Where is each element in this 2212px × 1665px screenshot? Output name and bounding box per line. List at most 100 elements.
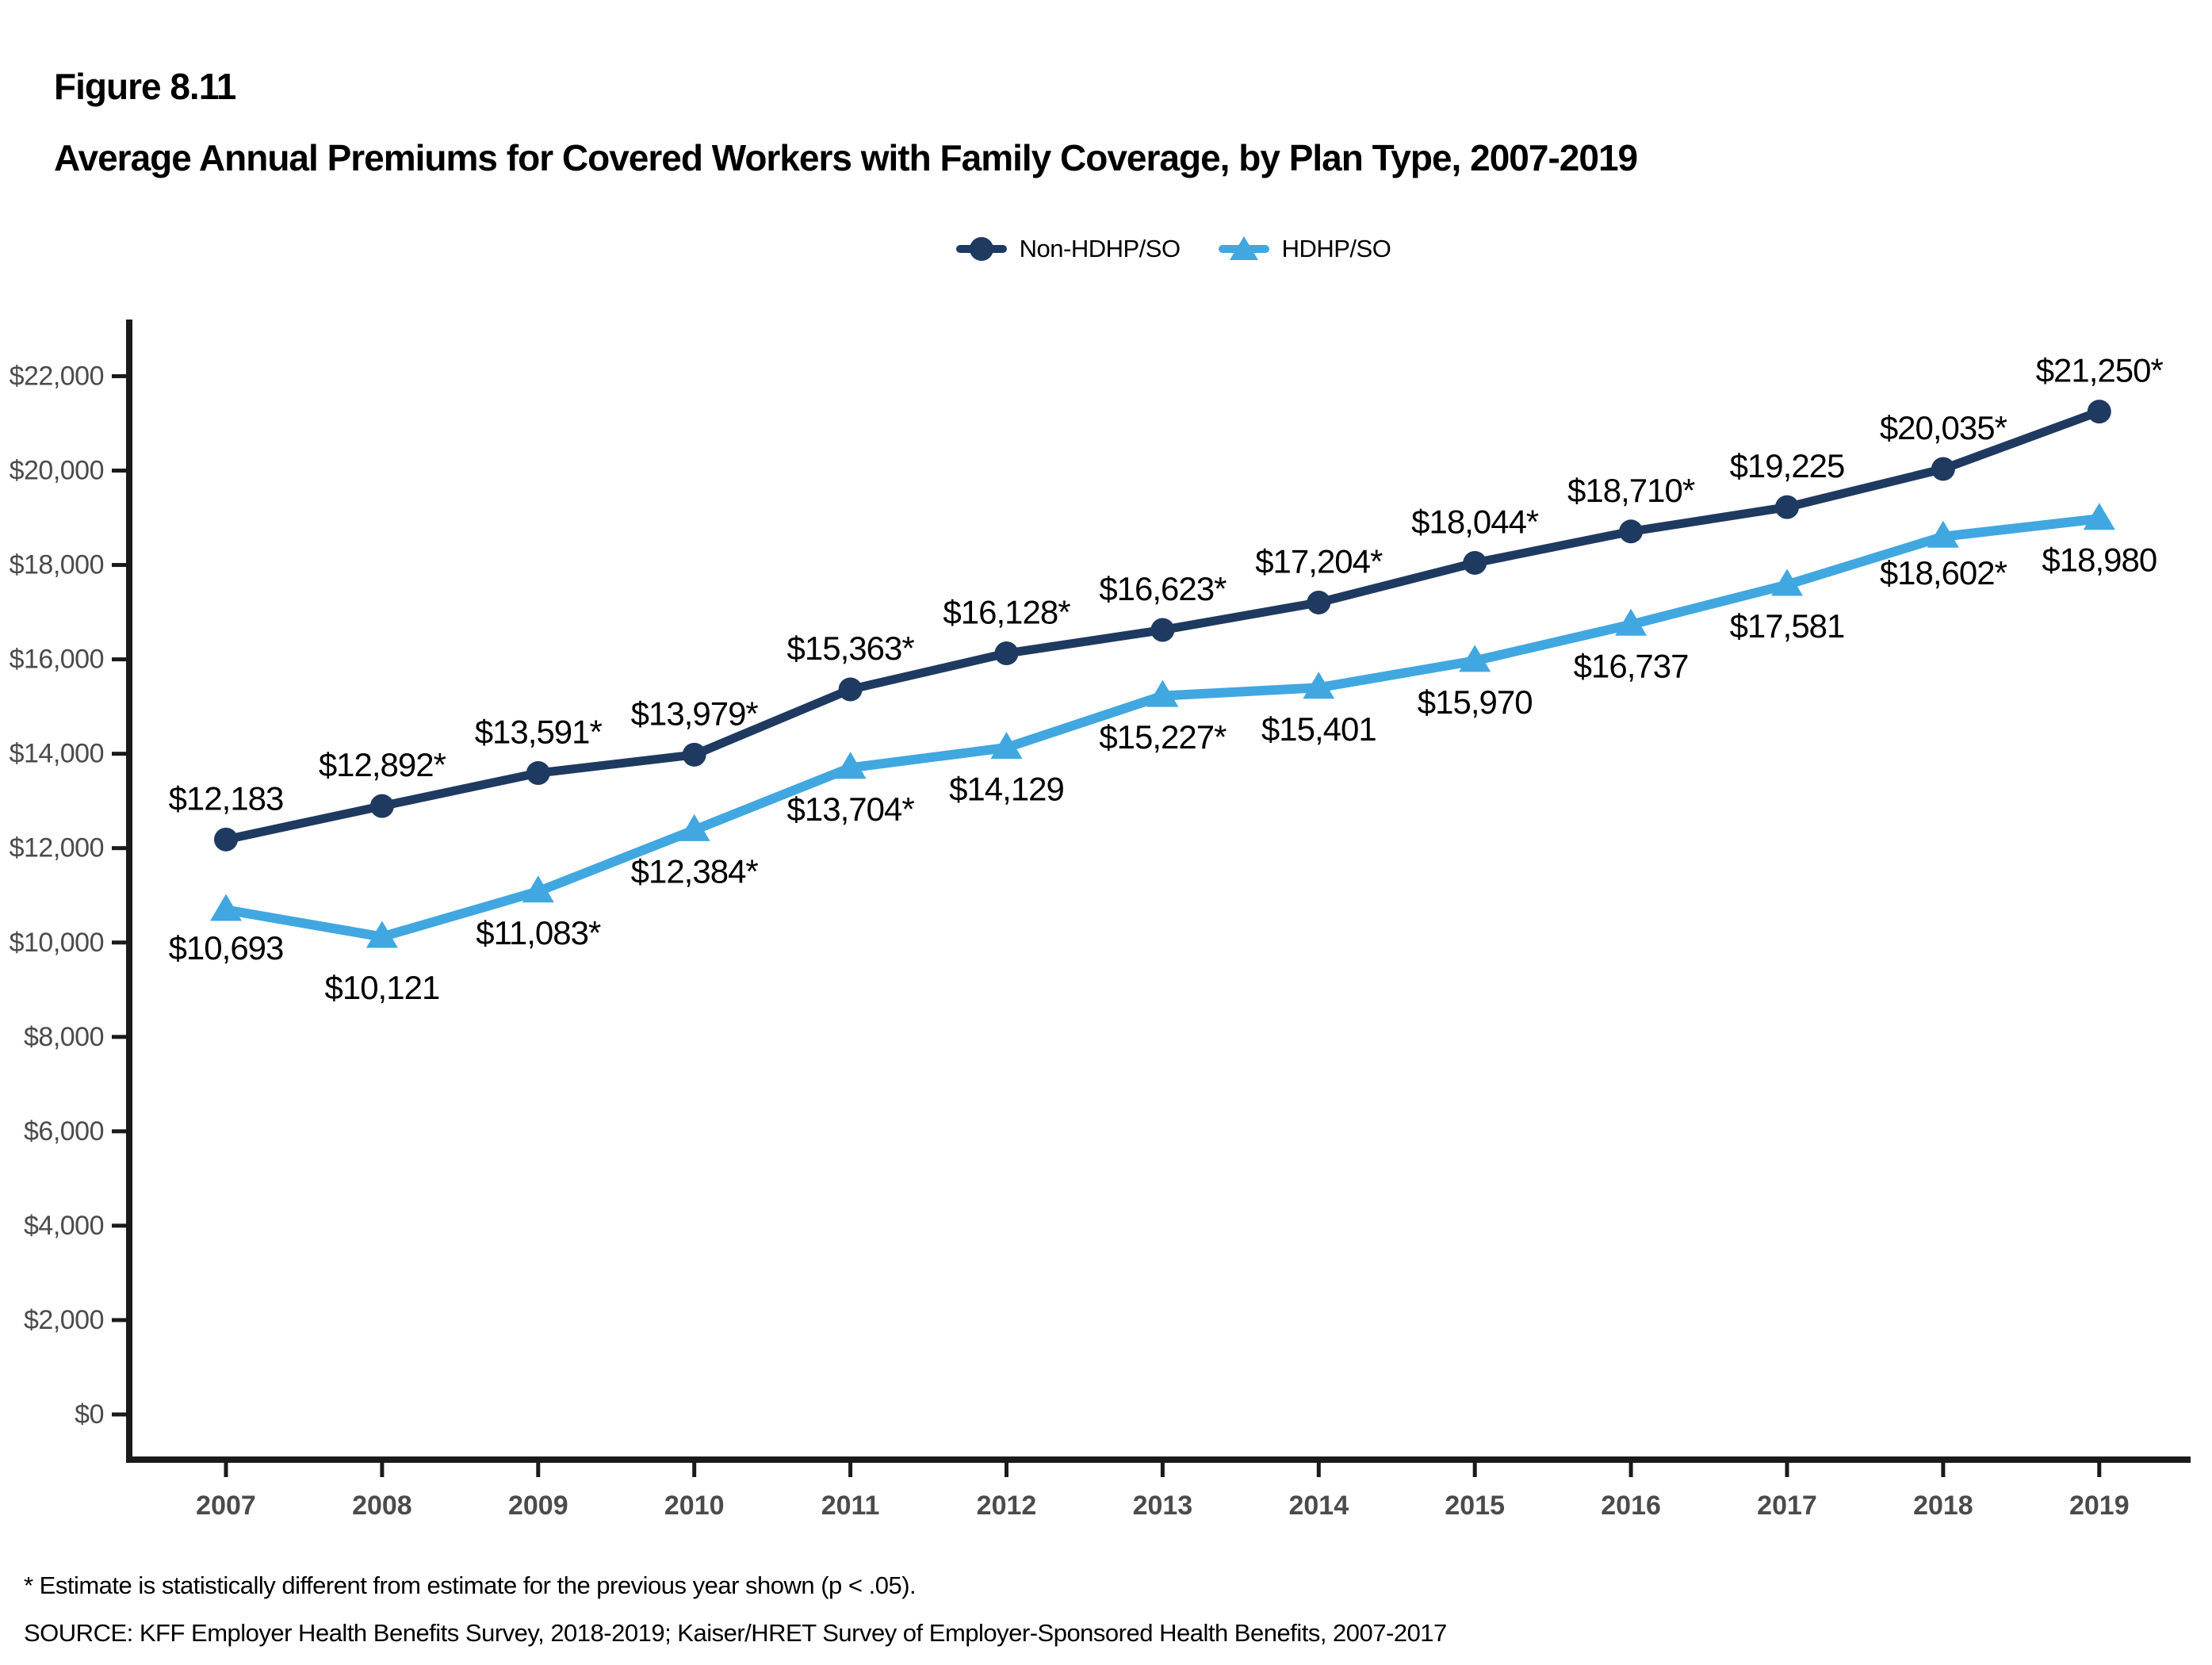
data-point-triangle <box>365 921 398 948</box>
footnote-source: SOURCE: KFF Employer Health Benefits Sur… <box>24 1619 1447 1647</box>
chart-legend: Non-HDHP/SO HDHP/SO <box>67 235 2212 263</box>
y-tick-label: $2,000 <box>24 1305 104 1335</box>
legend-label-non-hdhp: Non-HDHP/SO <box>1019 235 1181 262</box>
x-tick-mark <box>1005 1463 1008 1477</box>
data-point-label: $13,591* <box>475 714 603 751</box>
x-tick-label: 2010 <box>664 1491 725 1521</box>
x-tick-label: 2017 <box>1757 1491 1817 1521</box>
y-tick-label: $18,000 <box>10 550 104 580</box>
data-point-triangle <box>210 894 242 921</box>
x-tick-mark <box>224 1463 228 1477</box>
data-point-circle <box>838 677 863 702</box>
x-tick-mark <box>2097 1463 2102 1477</box>
data-point-circle <box>1307 590 1331 614</box>
data-point-triangle <box>1771 568 1803 596</box>
y-tick-label: $10,000 <box>10 928 104 958</box>
data-point-triangle <box>1303 672 1335 699</box>
x-tick-label: 2013 <box>1133 1491 1193 1521</box>
data-point-label: $12,183 <box>169 779 284 817</box>
y-tick-label: $12,000 <box>10 833 104 863</box>
x-tick-label: 2009 <box>508 1491 568 1521</box>
x-tick-label: 2008 <box>352 1491 412 1521</box>
y-tick-mark <box>112 1035 126 1039</box>
data-point-label: $18,710* <box>1567 472 1695 509</box>
data-point-label: $20,035* <box>1880 409 2007 446</box>
data-point-triangle <box>1146 679 1179 707</box>
y-axis-line <box>126 320 132 1463</box>
data-point-circle <box>214 827 238 852</box>
data-point-triangle <box>522 875 554 903</box>
y-tick-mark <box>112 752 126 756</box>
data-point-label: $16,623* <box>1099 570 1227 607</box>
x-tick-label: 2011 <box>821 1491 880 1521</box>
y-tick-label: $8,000 <box>24 1022 104 1052</box>
data-point-circle <box>1463 550 1487 575</box>
y-tick-mark <box>112 1412 126 1417</box>
footnote-asterisk: * Estimate is statistically different fr… <box>24 1571 917 1599</box>
x-axis-line <box>126 1456 2191 1463</box>
data-point-circle <box>1150 618 1175 642</box>
y-tick-label: $14,000 <box>10 739 104 769</box>
data-point-circle <box>1775 495 1799 519</box>
data-point-circle <box>682 742 706 767</box>
data-point-label: $16,737 <box>1574 647 1689 684</box>
legend-label-hdhp: HDHP/SO <box>1281 235 1391 262</box>
x-tick-mark <box>1316 1463 1321 1477</box>
data-point-label: $17,204* <box>1255 542 1383 580</box>
data-point-circle <box>526 761 550 786</box>
data-point-label: $18,044* <box>1411 503 1539 540</box>
x-tick-label: 2018 <box>1913 1491 1973 1521</box>
x-tick-mark <box>1628 1463 1633 1477</box>
x-tick-label: 2015 <box>1445 1491 1505 1521</box>
data-point-circle <box>1619 519 1644 544</box>
y-tick-mark <box>112 563 126 568</box>
x-tick-label: 2014 <box>1288 1491 1349 1521</box>
data-point-triangle <box>2083 503 2115 530</box>
data-point-label: $12,384* <box>631 852 759 890</box>
data-point-label: $18,602* <box>1880 554 2007 591</box>
data-point-circle <box>369 794 394 818</box>
x-tick-mark <box>1160 1463 1165 1477</box>
x-tick-label: 2019 <box>2069 1491 2130 1521</box>
legend-item-hdhp: HDHP/SO <box>1218 235 1391 263</box>
y-tick-mark <box>112 846 126 851</box>
data-point-circle <box>994 641 1019 666</box>
data-point-label: $11,083* <box>476 914 601 951</box>
data-point-triangle <box>1459 645 1491 672</box>
y-tick-label: $20,000 <box>10 456 104 486</box>
data-point-label: $10,121 <box>324 969 439 1006</box>
x-tick-label: 2016 <box>1601 1491 1661 1521</box>
legend-swatch-non-hdhp <box>955 235 1007 262</box>
x-tick-mark <box>692 1463 697 1477</box>
y-tick-label: $16,000 <box>10 645 104 675</box>
y-tick-mark <box>112 1223 126 1228</box>
data-point-label: $15,363* <box>787 630 915 667</box>
y-tick-label: $4,000 <box>24 1211 104 1241</box>
x-tick-mark <box>1472 1463 1477 1477</box>
data-point-label: $21,250* <box>2036 352 2164 389</box>
data-point-circle <box>1931 457 1955 481</box>
y-tick-mark <box>112 657 126 662</box>
data-point-label: $13,979* <box>631 695 759 732</box>
data-point-label: $19,225 <box>1730 447 1845 484</box>
data-point-triangle <box>990 731 1023 759</box>
data-point-label: $16,128* <box>943 594 1070 631</box>
triangle-marker-icon <box>1229 236 1258 260</box>
data-point-label: $15,970 <box>1418 683 1533 721</box>
data-point-circle <box>2087 400 2111 424</box>
y-tick-mark <box>112 1318 126 1322</box>
x-tick-label: 2012 <box>977 1491 1037 1521</box>
data-point-triangle <box>678 813 710 841</box>
data-point-triangle <box>834 752 867 779</box>
x-tick-label: 2007 <box>196 1491 256 1521</box>
x-tick-mark <box>536 1463 541 1477</box>
data-point-label: $12,892* <box>319 746 446 783</box>
y-tick-mark <box>112 940 126 945</box>
data-point-label: $15,401 <box>1261 710 1376 748</box>
legend-item-non-hdhp: Non-HDHP/SO <box>955 235 1181 263</box>
data-point-label: $18,980 <box>2042 542 2157 579</box>
y-tick-label: $6,000 <box>24 1116 104 1146</box>
data-point-label: $10,693 <box>169 929 284 966</box>
